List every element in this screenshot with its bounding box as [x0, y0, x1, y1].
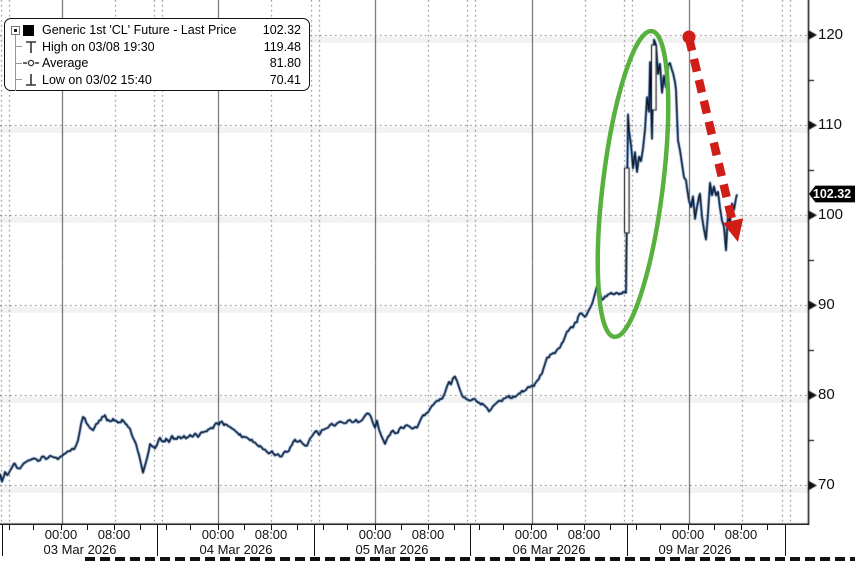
day-separator: [470, 525, 471, 556]
legend-average-label: Average: [42, 56, 89, 71]
low-marker-icon: [23, 73, 42, 87]
day-separator: [785, 525, 786, 556]
hour-tick: [9, 525, 10, 530]
time-label: 00:00: [358, 527, 392, 542]
hour-tick: [503, 525, 504, 530]
time-label: 08:00: [724, 527, 758, 542]
legend-tree-rail: [15, 33, 16, 91]
hour-tick: [401, 525, 402, 530]
legend-expander-icon[interactable]: [11, 25, 20, 35]
day-separator: [314, 525, 315, 556]
y-axis-label: 70: [818, 476, 835, 494]
time-label: 00:00: [671, 527, 705, 542]
y-axis-label: 110: [818, 116, 842, 134]
y-axis-label: 100: [818, 206, 844, 224]
date-label: 09 Mar 2026: [658, 542, 732, 557]
hour-tick: [557, 525, 558, 530]
hour-tick: [87, 525, 88, 530]
x-axis-band: 00:00 08:00 03 Mar 2026 00:00 08:00 04 Mar 20…: [0, 525, 855, 558]
legend-row-average[interactable]: Average 81.80: [9, 55, 301, 72]
hour-tick: [610, 525, 611, 530]
day-separator: [2, 525, 3, 556]
hour-tick: [297, 525, 298, 530]
hour-tick: [347, 525, 348, 530]
hour-tick: [714, 525, 715, 530]
legend-high-label: High on 03/08 19:30: [42, 39, 155, 54]
time-label: 08:00: [97, 527, 131, 542]
hour-tick: [244, 525, 245, 530]
date-label: 05 Mar 2026: [355, 542, 429, 557]
legend-row-series[interactable]: Generic 1st 'CL' Future - Last Price 102…: [9, 22, 301, 39]
chart-legend: Generic 1st 'CL' Future - Last Price 102…: [4, 18, 310, 91]
high-marker-icon: [23, 40, 42, 54]
hour-tick: [375, 525, 376, 530]
hour-tick: [479, 525, 480, 530]
time-label: 08:00: [411, 527, 445, 542]
legend-low-value: 70.41: [269, 72, 301, 87]
legend-low-label: Low on 03/02 15:40: [42, 72, 152, 87]
time-label: 00:00: [44, 527, 78, 542]
last-price-tag: 102.32: [809, 185, 855, 203]
y-axis-label: 90: [818, 296, 835, 314]
day-separator: [157, 525, 158, 556]
y-axis-label: 80: [818, 386, 835, 404]
legend-series-value: 102.32: [262, 23, 301, 38]
date-label: 06 Mar 2026: [512, 542, 586, 557]
hour-tick: [140, 525, 141, 530]
date-label: 03 Mar 2026: [43, 542, 117, 557]
bottom-dashed-strip: [85, 557, 855, 561]
hour-tick: [531, 525, 532, 530]
legend-row-low[interactable]: Low on 03/02 15:40 70.41: [9, 72, 301, 89]
hour-tick: [584, 525, 585, 530]
time-label: 00:00: [514, 527, 548, 542]
hour-tick: [323, 525, 324, 530]
hour-tick: [271, 525, 272, 530]
hour-tick: [741, 525, 742, 530]
hour-tick: [454, 525, 455, 530]
hour-tick: [218, 525, 219, 530]
date-label: 04 Mar 2026: [199, 542, 273, 557]
hour-tick: [767, 525, 768, 530]
legend-average-value: 81.80: [269, 56, 301, 71]
series-square-icon: [23, 24, 34, 36]
hour-tick: [636, 525, 637, 530]
hour-tick: [190, 525, 191, 530]
hour-tick: [688, 525, 689, 530]
legend-series-label: Generic 1st 'CL' Future - Last Price: [42, 23, 237, 38]
time-label: 08:00: [254, 527, 288, 542]
hour-tick: [33, 525, 34, 530]
time-label: 08:00: [567, 527, 601, 542]
hour-tick: [660, 525, 661, 530]
hour-tick: [61, 525, 62, 530]
day-separator: [627, 525, 628, 556]
legend-row-high[interactable]: High on 03/08 19:30 119.48: [9, 39, 301, 56]
y-axis-label: 120: [818, 26, 844, 44]
hour-tick: [166, 525, 167, 530]
hour-tick: [114, 525, 115, 530]
hour-tick: [428, 525, 429, 530]
average-marker-icon: [23, 56, 42, 70]
time-label: 00:00: [201, 527, 235, 542]
legend-high-value: 119.48: [263, 39, 301, 54]
